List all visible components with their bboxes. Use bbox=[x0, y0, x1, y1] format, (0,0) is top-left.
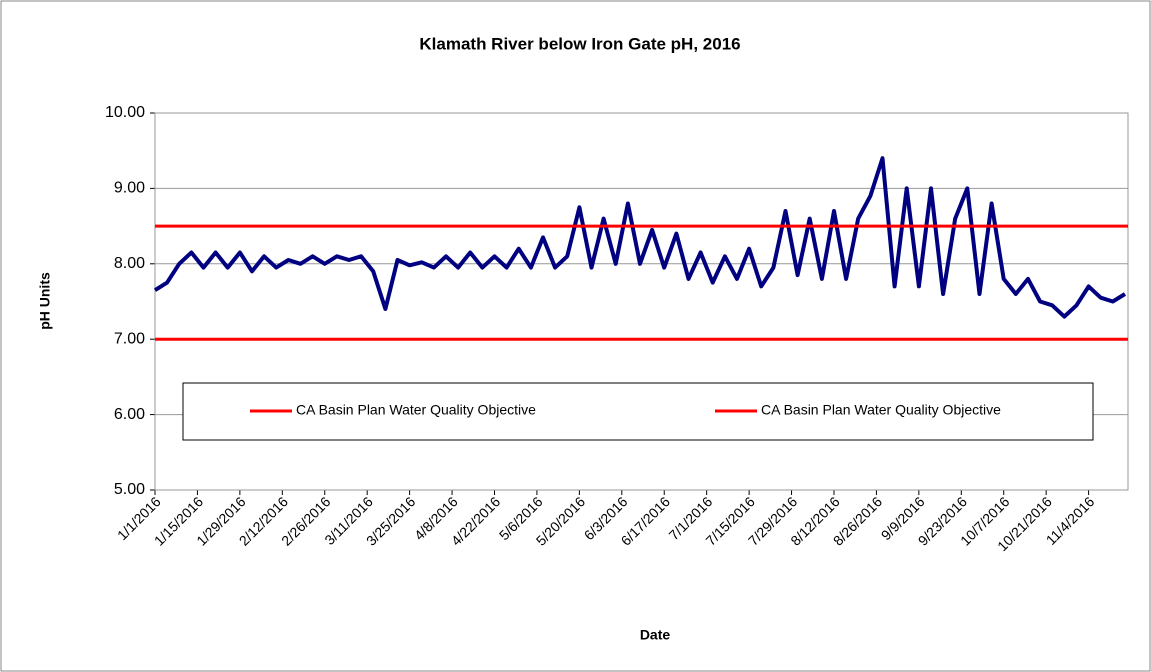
y-axis-label: pH Units bbox=[37, 272, 53, 330]
y-tick-label: 7.00 bbox=[114, 330, 145, 347]
chart-title: Klamath River below Iron Gate pH, 2016 bbox=[419, 34, 740, 53]
y-tick-label: 10.00 bbox=[105, 104, 145, 121]
legend-box bbox=[182, 382, 1094, 441]
x-axis-label: Date bbox=[640, 627, 671, 643]
y-tick-label: 6.00 bbox=[114, 406, 145, 423]
y-tick-label: 9.00 bbox=[114, 180, 145, 197]
y-tick-label: 8.00 bbox=[114, 255, 145, 272]
y-tick-label: 5.00 bbox=[114, 481, 145, 498]
legend-label: CA Basin Plan Water Quality Objective bbox=[296, 402, 536, 418]
legend-label: CA Basin Plan Water Quality Objective bbox=[761, 402, 1001, 418]
plot-border bbox=[154, 112, 1129, 491]
data-line bbox=[153, 156, 1127, 319]
